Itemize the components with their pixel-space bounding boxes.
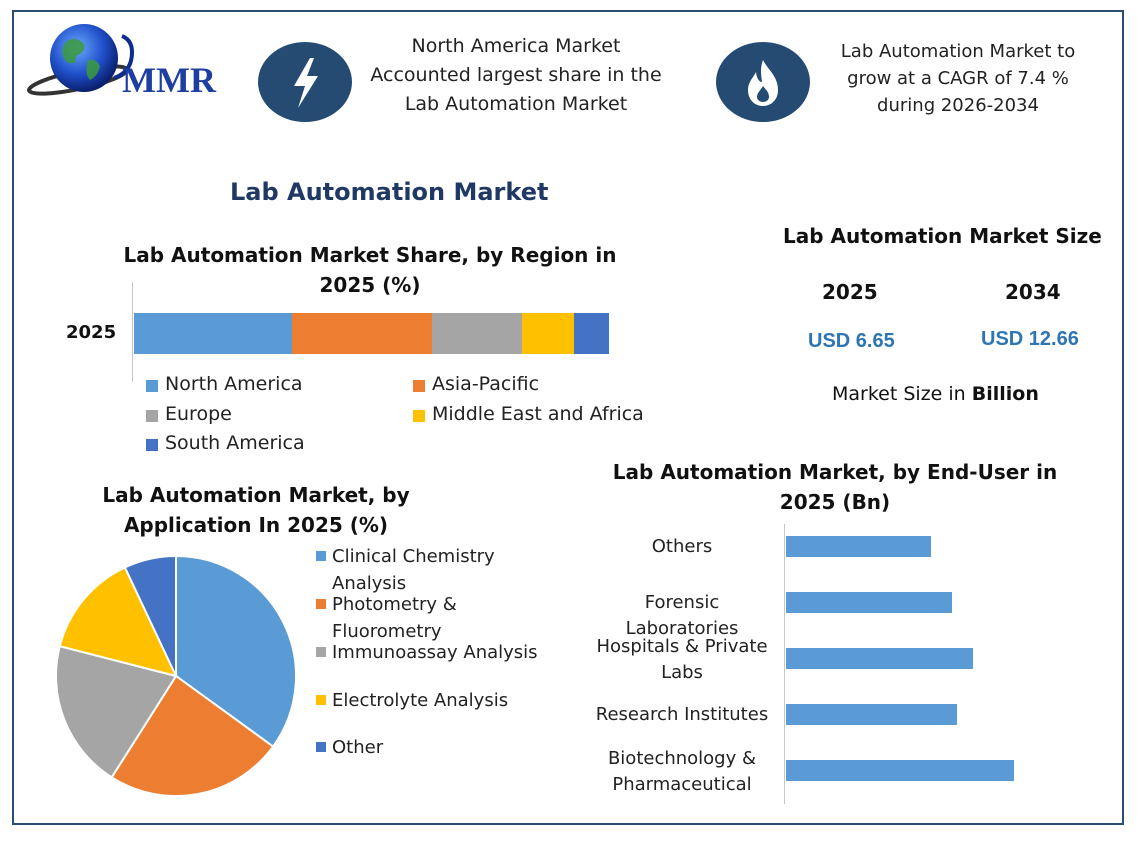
region-chart-title: Lab Automation Market Share, by Region i… [110, 240, 630, 300]
legend-label: Middle East and Africa [432, 403, 644, 425]
pie-slice [175, 554, 297, 748]
enduser-chart-title-line-1: Lab Automation Market, by End-User in [612, 460, 1058, 484]
enduser-bar [786, 592, 953, 613]
enduser-category-label: Biotechnology & Pharmaceutical [607, 748, 757, 795]
legend-europe: Europe [146, 403, 232, 425]
logo-text: MMR [122, 60, 217, 100]
header-right-line-1: Lab Automation Market to [840, 41, 1076, 62]
legend-mea: Middle East and Africa [413, 403, 644, 425]
legend-swatch [316, 599, 326, 609]
pie-legend-clinical: Clinical Chemistry Analysis [316, 543, 556, 597]
legend-south-america: South America [146, 432, 305, 454]
flame-badge [716, 42, 810, 122]
pie-legend-other: Other [316, 734, 556, 761]
pie-legend-photometry: Photometry & Fluorometry [316, 591, 556, 645]
region-bar-segment [574, 313, 609, 354]
market-size-unit-bold: Billion [971, 383, 1039, 405]
header-right-text: Lab Automation Market to grow at a CAGR … [818, 38, 1098, 119]
header-left-text: North America Market Accounted largest s… [356, 32, 676, 119]
infographic-frame [12, 10, 1124, 825]
application-pie-chart [55, 554, 297, 797]
enduser-category-label: Hospitals & Private Labs [596, 636, 768, 683]
market-size-unit: Market Size in Billion [832, 383, 1039, 405]
pie-legend-electrolyte: Electrolyte Analysis [316, 687, 556, 714]
legend-north-america: North America [146, 373, 303, 395]
region-chart-title-line-1: Lab Automation Market Share, by Region i… [123, 243, 617, 267]
mmr-logo: MMR [26, 20, 236, 102]
enduser-category-label: Forensic Laboratories [625, 592, 739, 639]
enduser-bar [786, 704, 958, 725]
market-size-year-2025: 2025 [822, 280, 878, 304]
legend-label: Asia-Pacific [432, 373, 540, 395]
region-stacked-bar [134, 313, 609, 354]
enduser-bar [786, 760, 1015, 781]
region-chart-title-line-2: 2025 (%) [319, 273, 421, 297]
legend-swatch [316, 742, 326, 752]
legend-asia-pacific: Asia-Pacific [413, 373, 539, 395]
legend-label: Photometry & Fluorometry [332, 594, 457, 642]
legend-swatch [316, 647, 326, 657]
pie-slice [110, 674, 275, 797]
region-category-label: 2025 [66, 322, 117, 343]
enduser-bar-area: Others Forensic Laboratories Hospitals & P… [560, 524, 1060, 804]
flame-icon [748, 60, 778, 106]
pie-slice [58, 566, 178, 678]
lightning-icon [294, 58, 318, 108]
legend-swatch [146, 439, 158, 451]
region-bar-segment [521, 313, 575, 354]
legend-swatch [413, 380, 425, 392]
market-size-value-2025: USD 6.65 [808, 330, 895, 352]
header-left-line-3: Lab Automation Market [404, 93, 628, 115]
region-bar-segment [431, 313, 522, 354]
legend-label: North America [165, 373, 303, 395]
enduser-axis-line [784, 524, 785, 804]
legend-swatch [316, 695, 326, 705]
pie-legend-immunoassay: Immunoassay Analysis [316, 639, 556, 666]
market-size-value-2034: USD 12.66 [981, 328, 1079, 350]
legend-swatch [413, 410, 425, 422]
legend-label: Other [332, 737, 384, 758]
application-chart-title-line-1: Lab Automation Market, by [102, 483, 410, 507]
legend-label: Immunoassay Analysis [332, 642, 538, 663]
enduser-bar [786, 536, 932, 557]
header-left-line-2: Accounted largest share in the [370, 64, 662, 86]
legend-swatch [146, 410, 158, 422]
pie-slice [123, 554, 177, 677]
header-right-line-2: grow at a CAGR of 7.4 % [847, 68, 1069, 89]
lightning-badge [258, 42, 352, 122]
application-chart-title: Lab Automation Market, by Application In… [86, 480, 426, 540]
market-size-unit-prefix: Market Size in [832, 383, 972, 405]
header-right-line-3: during 2026-2034 [877, 95, 1039, 116]
region-bar-segment [134, 313, 293, 354]
legend-swatch [316, 551, 326, 561]
region-bar-segment [292, 313, 432, 354]
application-chart-title-line-2: Application In 2025 (%) [123, 513, 389, 537]
enduser-category-label: Research Institutes [595, 704, 769, 725]
header-left-line-1: North America Market [411, 35, 621, 57]
enduser-category-label: Others [651, 536, 713, 557]
market-size-title: Lab Automation Market Size [783, 224, 1102, 248]
legend-label: Electrolyte Analysis [332, 690, 509, 711]
main-title: Lab Automation Market [230, 178, 549, 206]
legend-label: South America [165, 432, 305, 454]
region-axis-line [132, 282, 133, 382]
pie-slice [55, 644, 178, 779]
enduser-chart-title: Lab Automation Market, by End-User in 20… [600, 457, 1070, 517]
legend-label: Clinical Chemistry Analysis [332, 546, 495, 594]
enduser-chart-title-line-2: 2025 (Bn) [779, 490, 891, 514]
enduser-bar [786, 648, 973, 669]
legend-swatch [146, 380, 158, 392]
market-size-year-2034: 2034 [1005, 280, 1061, 304]
legend-label: Europe [165, 403, 232, 425]
